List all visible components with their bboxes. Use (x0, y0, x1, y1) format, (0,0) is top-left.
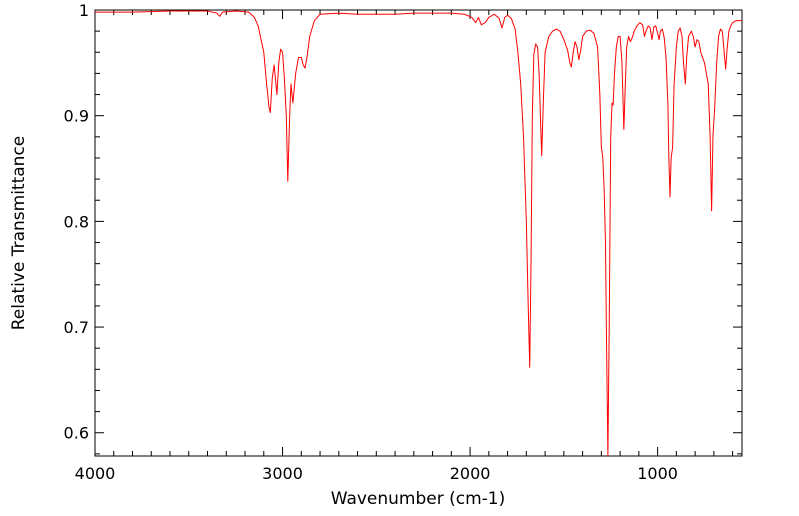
y-tick-label: 1 (79, 1, 89, 20)
ticks-layer (94, 9, 742, 456)
x-tick-label: 4000 (75, 464, 116, 483)
tick-labels-layer: 4000 3000 2000 1000 1 0.9 0.8 0.7 0.6 (64, 1, 678, 483)
x-tick-label: 3000 (262, 464, 303, 483)
plot-frame (94, 9, 743, 457)
spectrum-series-line (95, 10, 742, 456)
y-tick-label: 0.7 (64, 318, 89, 337)
y-tick-label: 0.9 (64, 107, 89, 126)
series-layer (95, 10, 742, 456)
y-tick-label: 0.6 (64, 424, 89, 443)
y-tick-label: 0.8 (64, 212, 89, 231)
y-axis-title: Relative Transmittance (9, 136, 29, 331)
x-tick-label: 2000 (450, 464, 491, 483)
x-axis-title: Wavenumber (cm-1) (331, 489, 506, 509)
x-tick-label: 1000 (637, 464, 678, 483)
